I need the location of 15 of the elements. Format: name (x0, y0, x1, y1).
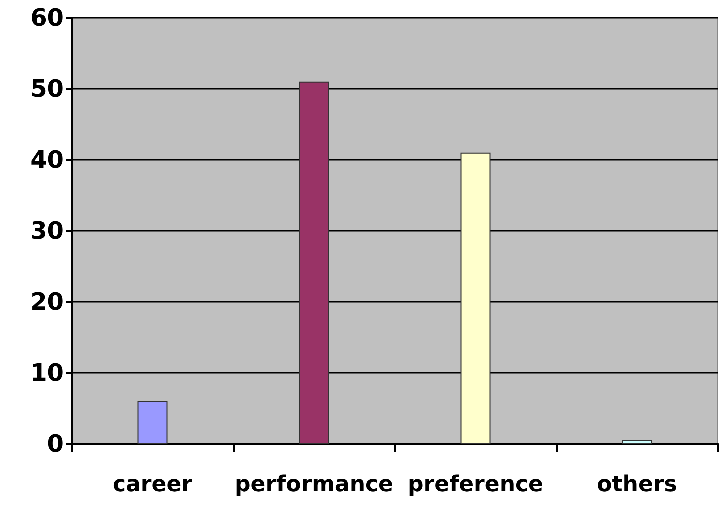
y-tick-label: 60 (30, 4, 64, 32)
x-tick-label: career (113, 472, 193, 498)
bar (138, 401, 168, 444)
y-tick-label: 10 (30, 359, 64, 387)
y-tick-label: 20 (30, 288, 64, 316)
x-tick-label: others (597, 472, 678, 498)
y-tick-label: 30 (30, 217, 64, 245)
bar (460, 152, 491, 444)
y-tick-label: 0 (47, 430, 64, 458)
y-tick-label: 40 (30, 146, 64, 174)
x-tick-label: preference (408, 472, 544, 498)
y-tick-label: 50 (30, 75, 64, 103)
bar (622, 440, 652, 444)
bar (299, 82, 330, 444)
x-tick-label: performance (235, 472, 394, 498)
